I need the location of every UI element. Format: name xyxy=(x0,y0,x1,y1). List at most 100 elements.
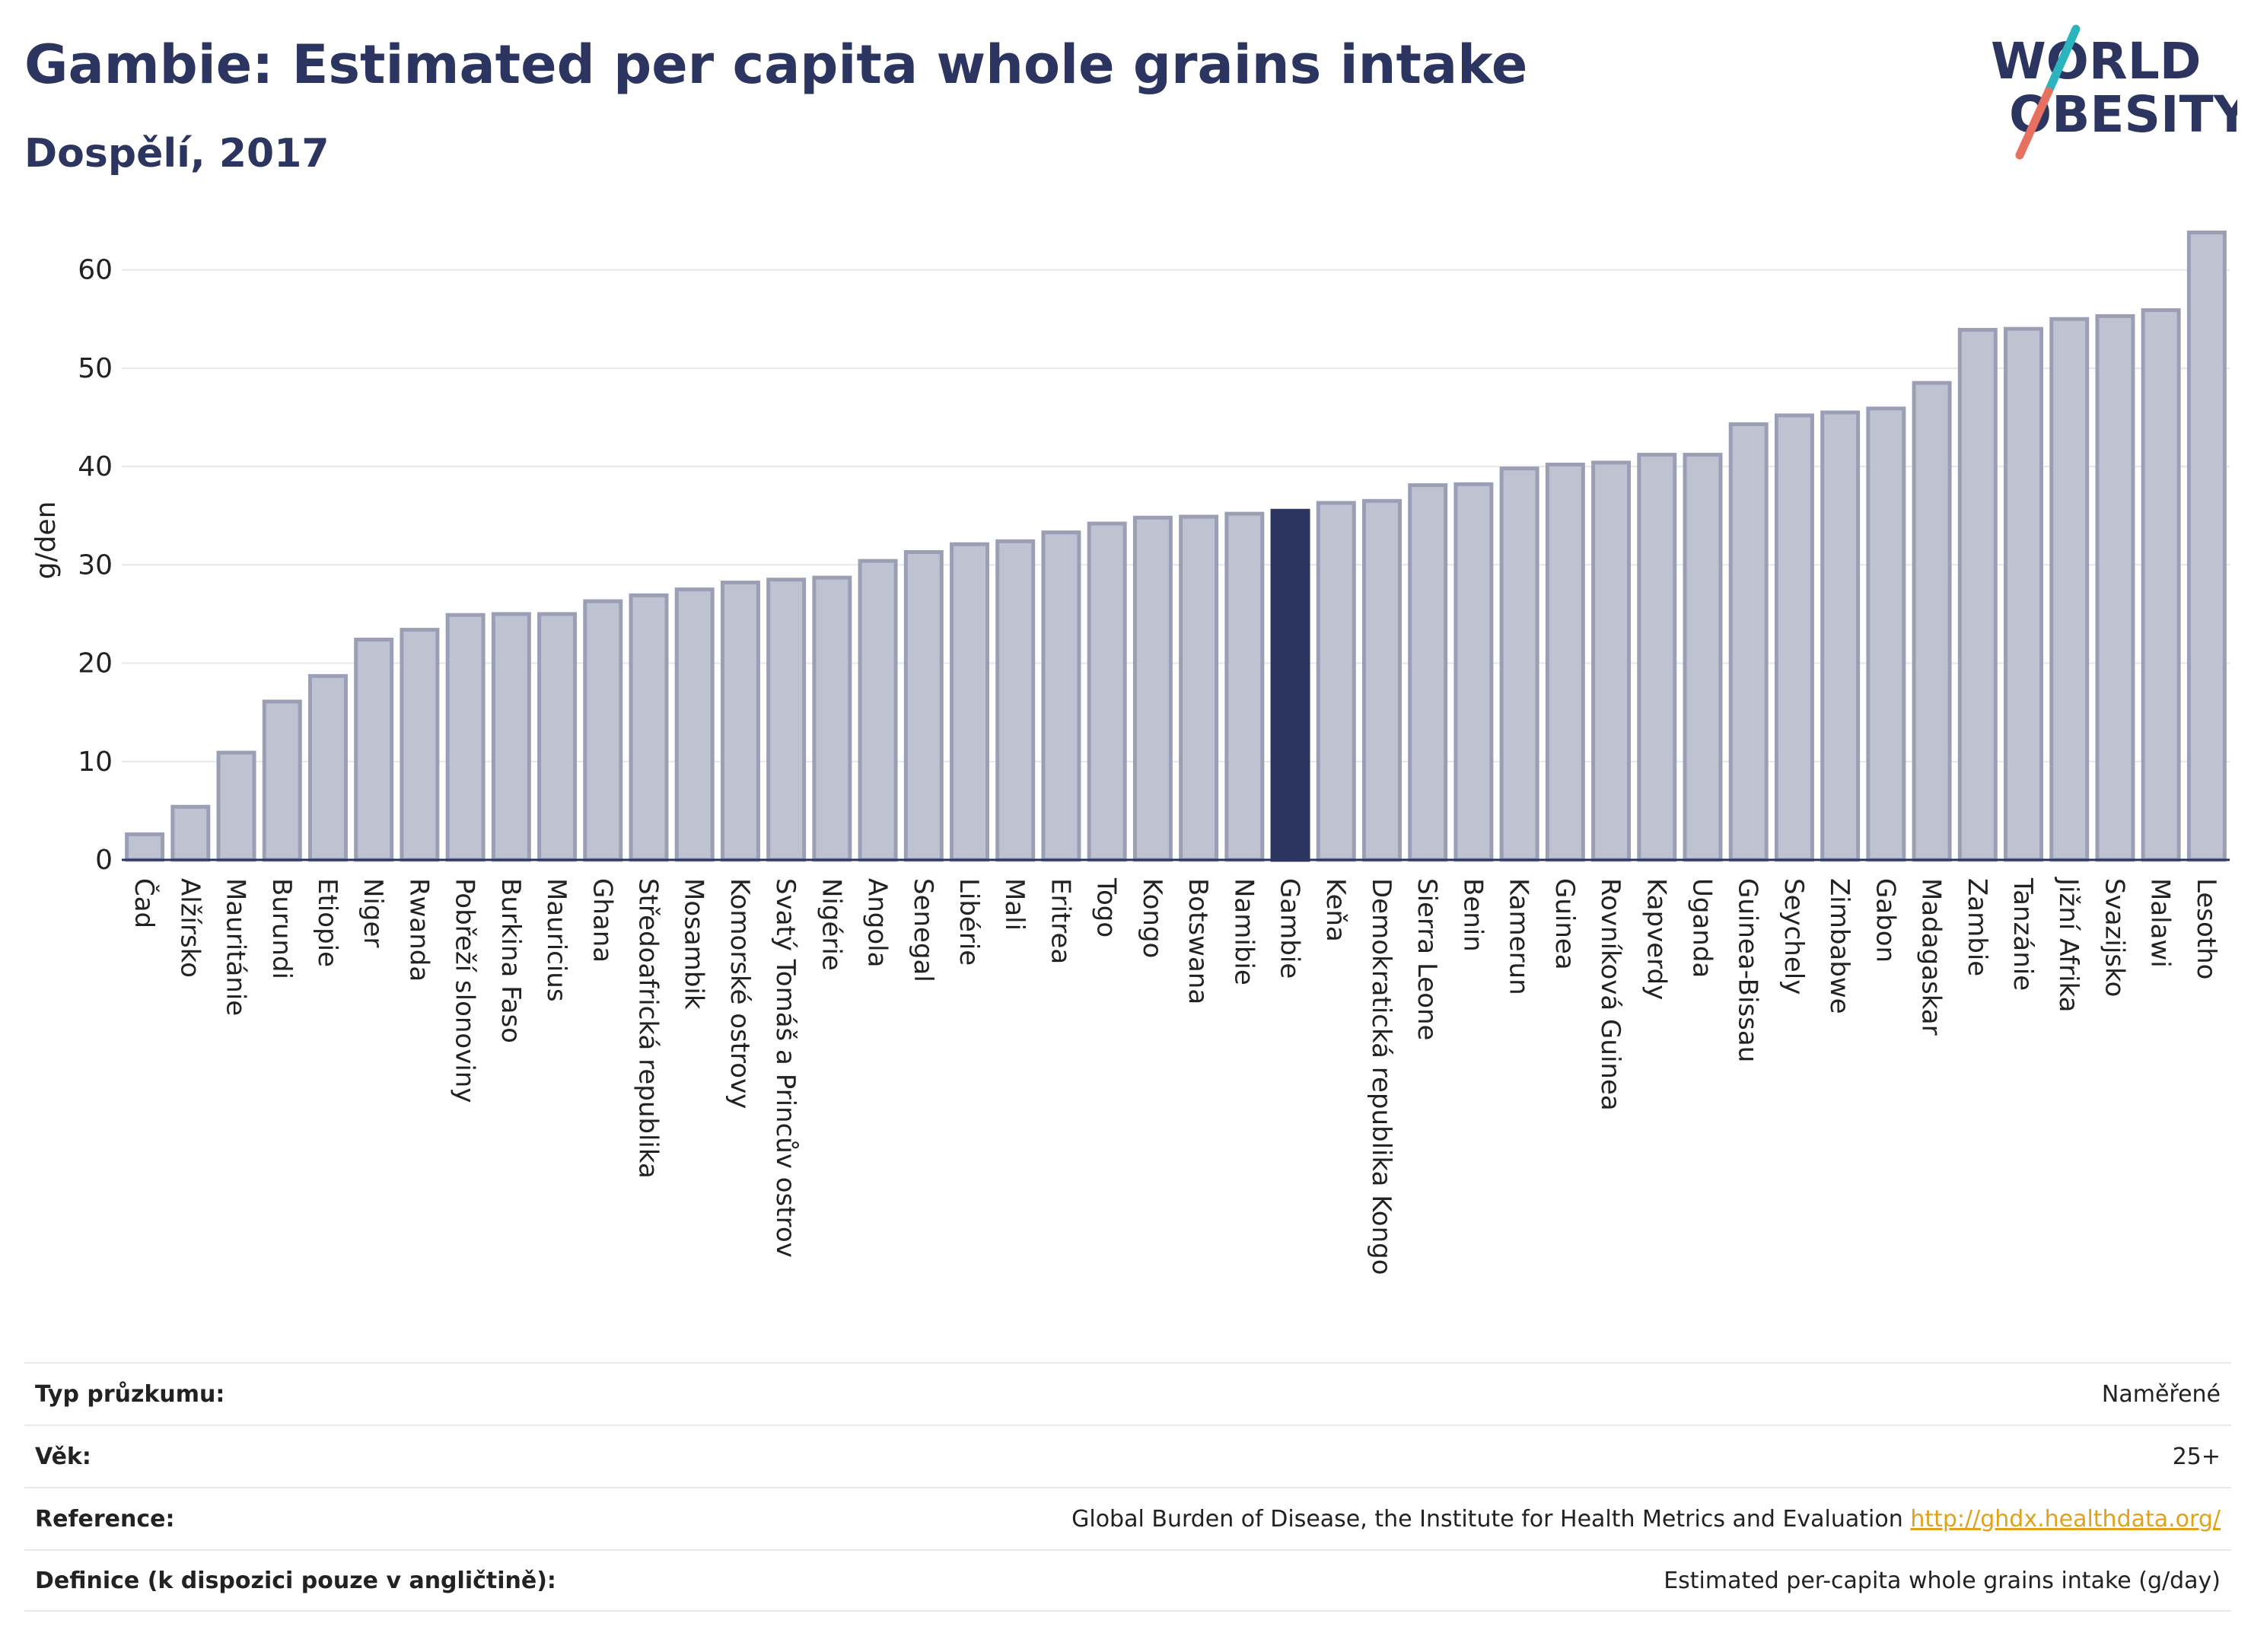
bar-39[interactable] xyxy=(1866,406,1906,862)
x-tick-label: Mauritánie xyxy=(221,878,251,1016)
reference-link[interactable]: http://ghdx.healthdata.org/ xyxy=(1910,1505,2221,1533)
bar-2[interactable] xyxy=(170,804,211,862)
x-tick-label: Benin xyxy=(1457,878,1488,952)
bar-27[interactable] xyxy=(1316,501,1356,862)
x-tick-label: Čad xyxy=(129,878,160,928)
reference-text: Global Burden of Disease, the Institute … xyxy=(1071,1505,1903,1533)
x-tick-label: Mosambik xyxy=(679,878,709,1010)
x-tick-label: Komorské ostrovy xyxy=(724,878,755,1109)
info-row-survey-type: Typ průzkumu: Naměřené xyxy=(24,1362,2231,1424)
bar-30[interactable] xyxy=(1453,482,1494,862)
bar-37[interactable] xyxy=(1774,413,1814,862)
x-tick-label: Rovníková Guinea xyxy=(1595,878,1625,1111)
chart-subtitle: Dospělí, 2017 xyxy=(24,131,330,177)
bar-1[interactable] xyxy=(125,832,165,862)
x-tick-label: Pobřeží slonoviny xyxy=(450,878,480,1103)
bar-9[interactable] xyxy=(491,612,531,862)
y-tick-label: 10 xyxy=(78,746,113,778)
y-tick-label: 0 xyxy=(95,845,113,876)
bar-35[interactable] xyxy=(1683,453,1723,862)
world-obesity-logo: WORLD OBESITY xyxy=(1991,24,2237,160)
info-value: Global Burden of Disease, the Institute … xyxy=(1071,1506,2221,1533)
bar-19[interactable] xyxy=(950,542,990,862)
y-tick-label: 20 xyxy=(78,648,113,680)
bar-4[interactable] xyxy=(262,699,302,862)
bar-14[interactable] xyxy=(720,581,760,862)
x-tick-label: Mauricius xyxy=(541,878,572,1002)
chart-title: Gambie: Estimated per capita whole grain… xyxy=(24,33,1528,96)
info-row-reference: Reference: Global Burden of Disease, the… xyxy=(24,1487,2231,1549)
x-tick-label: Madagaskar xyxy=(1916,878,1947,1036)
x-tick-label: Namibie xyxy=(1228,878,1259,985)
x-tick-label: Guinea xyxy=(1549,878,1580,970)
x-tick-label: Sierra Leone xyxy=(1412,878,1442,1040)
info-row-definition: Definice (k dispozici pouze v angličtině… xyxy=(24,1549,2231,1612)
bar-46[interactable] xyxy=(2186,231,2227,862)
bar-10[interactable] xyxy=(537,612,578,862)
x-tick-label: Svatý Tomáš a Princův ostrov xyxy=(770,878,801,1258)
bar-29[interactable] xyxy=(1408,483,1448,862)
x-tick-label: Eritrea xyxy=(1045,878,1075,964)
x-tick-label: Kapverdy xyxy=(1641,878,1671,1000)
x-tick-label: Nigérie xyxy=(816,878,846,971)
y-axis-label: g/den xyxy=(30,501,62,580)
bar-13[interactable] xyxy=(674,587,715,862)
bar-3[interactable] xyxy=(216,750,256,862)
x-tick-label: Botswana xyxy=(1183,878,1213,1004)
y-tick-label: 60 xyxy=(78,255,113,286)
bar-31[interactable] xyxy=(1499,466,1539,862)
x-tick-label: Malawi xyxy=(2145,878,2176,968)
x-tick-label: Rwanda xyxy=(403,878,434,982)
info-table: Typ průzkumu: Naměřené Věk: 25+ Referenc… xyxy=(24,1362,2231,1612)
bar-20[interactable] xyxy=(995,539,1036,862)
x-tick-label: Kongo xyxy=(1137,878,1167,958)
bar-34[interactable] xyxy=(1637,453,1677,862)
bar-18[interactable] xyxy=(903,550,944,862)
x-tick-label: Togo xyxy=(1091,877,1122,937)
info-row-age: Věk: 25+ xyxy=(24,1424,2231,1487)
bar-23[interactable] xyxy=(1132,515,1173,862)
logo-slash-bottom xyxy=(2015,87,2053,160)
bar-36[interactable] xyxy=(1728,422,1769,862)
info-label: Věk: xyxy=(35,1443,91,1470)
bar-6[interactable] xyxy=(354,638,394,862)
logo-slash-top xyxy=(2044,24,2081,96)
bar-22[interactable] xyxy=(1087,521,1127,862)
bar-24[interactable] xyxy=(1179,514,1219,862)
x-axis-ticks: Čad Alžírsko Mauritánie Burundi Etiopie Niger… xyxy=(129,877,2221,1275)
bar-43[interactable] xyxy=(2049,317,2090,862)
x-tick-label: Tanzánie xyxy=(2007,877,2038,991)
bar-5[interactable] xyxy=(307,673,348,862)
logo-text-world: WORLD xyxy=(1991,32,2202,91)
x-tick-label: Zimbabwe xyxy=(1824,878,1855,1014)
bar-7[interactable] xyxy=(400,628,440,862)
bar-17[interactable] xyxy=(858,559,898,862)
bar-16[interactable] xyxy=(812,575,852,862)
y-axis-ticks: 0 10 20 30 40 50 60 xyxy=(78,255,113,876)
bar-15[interactable] xyxy=(766,578,807,862)
info-value: Estimated per-capita whole grains intake… xyxy=(1664,1567,2221,1594)
bar-11[interactable] xyxy=(583,599,623,862)
x-tick-label: Senegal xyxy=(908,878,938,982)
bar-45[interactable] xyxy=(2141,308,2181,862)
bar-8[interactable] xyxy=(445,613,486,862)
bar-12[interactable] xyxy=(629,593,669,862)
x-tick-label: Alžírsko xyxy=(174,878,205,978)
bar-28[interactable] xyxy=(1361,498,1402,862)
y-tick-label: 50 xyxy=(78,353,113,384)
bar-25[interactable] xyxy=(1224,511,1265,862)
bar-chart: 0 10 20 30 40 50 60 Čad Alžírsko Mauritánie Burun… xyxy=(30,231,2230,1275)
x-tick-label: Uganda xyxy=(1687,878,1718,978)
bar-26[interactable] xyxy=(1270,508,1310,862)
bar-42[interactable] xyxy=(2004,326,2044,862)
x-tick-label: Středoafrická republika xyxy=(633,878,664,1179)
bar-44[interactable] xyxy=(2095,314,2135,862)
y-tick-label: 40 xyxy=(78,451,113,482)
bar-41[interactable] xyxy=(1957,327,1998,862)
bar-40[interactable] xyxy=(1912,380,1952,862)
bar-21[interactable] xyxy=(1041,530,1081,862)
bar-32[interactable] xyxy=(1545,462,1585,862)
bar-33[interactable] xyxy=(1591,460,1632,862)
x-tick-label: Demokratická republika Kongo xyxy=(1366,878,1396,1275)
bar-38[interactable] xyxy=(1820,410,1861,862)
